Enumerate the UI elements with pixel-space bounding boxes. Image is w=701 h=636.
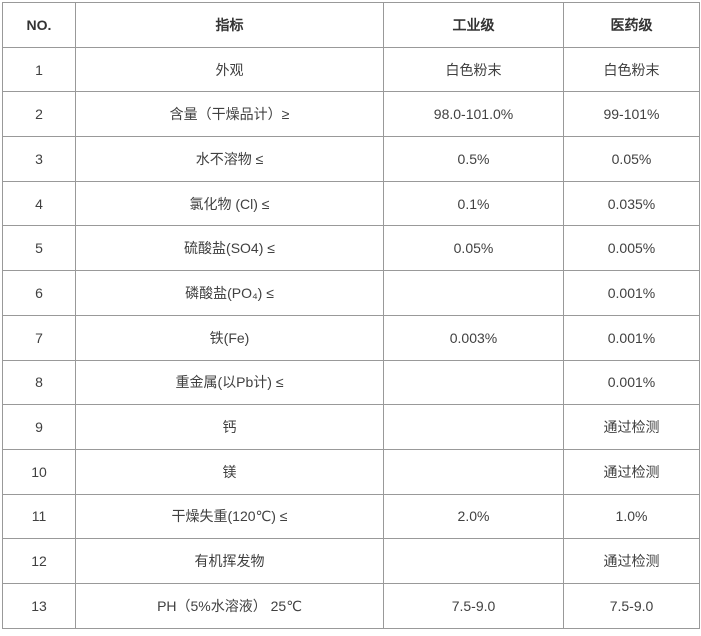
cell-industrial: 2.0% <box>383 493 564 540</box>
table-row: 2 含量（干燥品计）≥ 98.0-101.0% 99-101% <box>2 91 700 138</box>
table-row: 1 外观 白色粉末 白色粉末 <box>2 46 700 93</box>
cell-no: 11 <box>2 493 76 540</box>
cell-pharma: 7.5-9.0 <box>563 582 700 629</box>
cell-indicator: 水不溶物 ≤ <box>75 136 384 182</box>
cell-industrial <box>383 404 564 450</box>
cell-industrial <box>383 448 564 495</box>
table-row: 13 PH（5%水溶液） 25℃ 7.5-9.0 7.5-9.0 <box>2 582 700 629</box>
cell-industrial: 7.5-9.0 <box>383 582 564 629</box>
cell-no: 9 <box>2 404 76 450</box>
table-row: 4 氯化物 (Cl) ≤0.1% 0.035% <box>2 180 700 227</box>
cell-indicator: 氯化物 (Cl) ≤ <box>75 180 384 227</box>
cell-no: 12 <box>2 538 76 584</box>
cell-indicator: 铁(Fe) <box>75 314 384 361</box>
table-header: NO. 指标 工业级 医药级 <box>2 2 700 48</box>
table-row: 3 水不溶物 ≤0.5% 0.05% <box>2 136 700 182</box>
cell-no: 4 <box>2 180 76 227</box>
cell-no: 1 <box>2 46 76 93</box>
cell-pharma: 0.035% <box>563 180 700 227</box>
cell-pharma: 白色粉末 <box>563 46 700 93</box>
cell-no: 3 <box>2 136 76 182</box>
header-industrial: 工业级 <box>383 2 564 48</box>
cell-no: 6 <box>2 270 76 316</box>
cell-indicator: 磷酸盐(PO₄) ≤ <box>75 270 384 316</box>
cell-pharma: 通过检测 <box>563 448 700 495</box>
cell-indicator: 钙 <box>75 404 384 450</box>
cell-no: 10 <box>2 448 76 495</box>
cell-pharma: 0.001% <box>563 270 700 316</box>
cell-no: 8 <box>2 359 76 406</box>
table-row: 11 干燥失重(120℃) ≤2.0% 1.0% <box>2 493 700 540</box>
cell-industrial: 0.5% <box>383 136 564 182</box>
cell-indicator: 含量（干燥品计）≥ <box>75 91 384 138</box>
cell-industrial <box>383 538 564 584</box>
cell-pharma: 通过检测 <box>563 404 700 450</box>
cell-indicator: 镁 <box>75 448 384 495</box>
table-row: 10 镁 通过检测 <box>2 448 700 495</box>
cell-pharma: 0.001% <box>563 314 700 361</box>
cell-industrial: 0.05% <box>383 225 564 272</box>
header-indicator: 指标 <box>75 2 384 48</box>
header-no: NO. <box>2 2 76 48</box>
cell-no: 5 <box>2 225 76 272</box>
cell-industrial: 0.1% <box>383 180 564 227</box>
cell-indicator: PH（5%水溶液） 25℃ <box>75 582 384 629</box>
cell-no: 2 <box>2 91 76 138</box>
cell-pharma: 99-101% <box>563 91 700 138</box>
cell-pharma: 0.001% <box>563 359 700 406</box>
table-row: 9 钙 通过检测 <box>2 404 700 450</box>
table-row: 12 有机挥发物 通过检测 <box>2 538 700 584</box>
cell-pharma: 0.005% <box>563 225 700 272</box>
cell-indicator: 有机挥发物 <box>75 538 384 584</box>
header-row: NO. 指标 工业级 医药级 <box>2 2 700 48</box>
header-pharma: 医药级 <box>563 2 700 48</box>
cell-pharma: 1.0% <box>563 493 700 540</box>
cell-industrial <box>383 270 564 316</box>
cell-pharma: 通过检测 <box>563 538 700 584</box>
cell-indicator: 干燥失重(120℃) ≤ <box>75 493 384 540</box>
table-row: 8 重金属(以Pb计) ≤ 0.001% <box>2 359 700 406</box>
cell-no: 13 <box>2 582 76 629</box>
cell-industrial <box>383 359 564 406</box>
table-body: 1 外观 白色粉末 白色粉末 2 含量（干燥品计）≥ 98.0-101.0% 99-101% 3… <box>2 46 700 629</box>
table-row: 6 磷酸盐(PO₄) ≤ 0.001% <box>2 270 700 316</box>
table-row: 5 硫酸盐(SO4) ≤0.05% 0.005% <box>2 225 700 272</box>
cell-pharma: 0.05% <box>563 136 700 182</box>
cell-industrial: 98.0-101.0% <box>383 91 564 138</box>
cell-indicator: 硫酸盐(SO4) ≤ <box>75 225 384 272</box>
table-row: 7 铁(Fe) 0.003% 0.001% <box>2 314 700 361</box>
cell-indicator: 重金属(以Pb计) ≤ <box>75 359 384 406</box>
cell-industrial: 0.003% <box>383 314 564 361</box>
cell-industrial: 白色粉末 <box>383 46 564 93</box>
cell-indicator: 外观 <box>75 46 384 93</box>
cell-no: 7 <box>2 314 76 361</box>
